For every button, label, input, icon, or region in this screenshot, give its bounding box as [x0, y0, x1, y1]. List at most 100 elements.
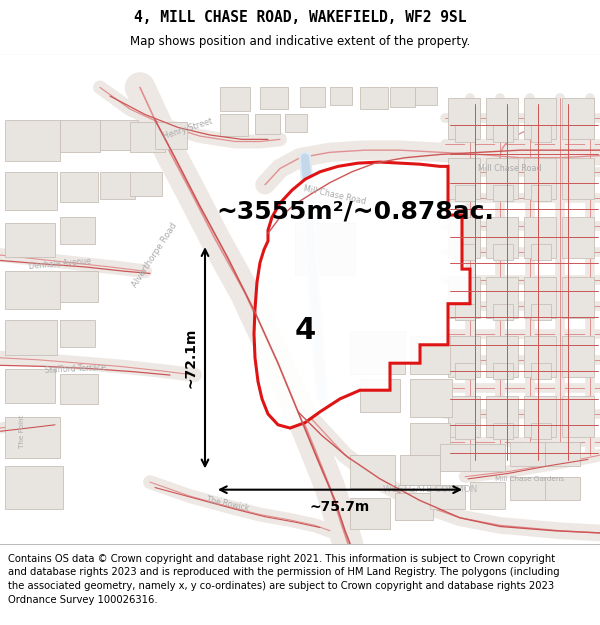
Text: Stafford Terrace: Stafford Terrace — [44, 362, 106, 374]
Bar — [395, 493, 433, 520]
Bar — [448, 217, 480, 258]
Bar — [60, 271, 98, 301]
Bar — [60, 320, 95, 347]
Bar — [470, 482, 505, 509]
Text: WESTGATE COMMON: WESTGATE COMMON — [383, 485, 477, 494]
Bar — [524, 336, 556, 377]
Bar — [545, 442, 580, 466]
Bar — [524, 158, 556, 199]
Bar — [285, 114, 307, 132]
Bar — [350, 498, 390, 529]
Bar — [562, 336, 594, 377]
Text: Denhale Avenue: Denhale Avenue — [28, 256, 92, 271]
Polygon shape — [254, 162, 470, 428]
Bar — [562, 396, 594, 437]
Bar — [524, 98, 556, 139]
Bar — [524, 277, 556, 318]
Bar — [130, 172, 162, 196]
Text: Mill Chase Gardens: Mill Chase Gardens — [496, 476, 565, 482]
Bar — [255, 114, 280, 134]
Bar — [524, 396, 556, 437]
Bar — [390, 88, 415, 107]
Bar — [531, 363, 551, 379]
Text: Mill Chase Road: Mill Chase Road — [303, 184, 367, 207]
Bar — [493, 422, 513, 439]
Bar — [5, 222, 55, 258]
Bar — [562, 217, 594, 258]
Bar — [5, 466, 63, 509]
Bar — [531, 304, 551, 320]
Bar — [60, 120, 100, 152]
Bar — [493, 125, 513, 141]
Bar — [562, 158, 594, 199]
Bar — [260, 88, 288, 109]
Bar — [531, 422, 551, 439]
Bar — [130, 122, 165, 152]
Bar — [360, 88, 388, 109]
Bar — [5, 271, 60, 309]
Bar — [220, 114, 248, 136]
Bar — [493, 304, 513, 320]
Bar — [60, 217, 95, 244]
Bar — [448, 277, 480, 318]
Bar — [455, 125, 475, 141]
Bar — [5, 120, 60, 161]
Bar — [220, 88, 250, 111]
Bar — [524, 217, 556, 258]
Bar — [410, 379, 452, 418]
Bar — [295, 222, 355, 274]
Bar — [100, 172, 135, 199]
Text: Henry Street: Henry Street — [162, 116, 214, 141]
Bar — [486, 217, 518, 258]
Bar — [350, 455, 395, 488]
Bar — [486, 277, 518, 318]
Text: ~72.1m: ~72.1m — [183, 328, 197, 388]
Bar — [510, 442, 545, 466]
Bar — [155, 122, 187, 149]
Bar — [350, 331, 405, 374]
Bar — [415, 88, 437, 105]
Bar — [455, 244, 475, 261]
Bar — [440, 444, 475, 471]
Bar — [448, 158, 480, 199]
Bar — [300, 88, 325, 107]
Bar — [60, 374, 98, 404]
Bar — [562, 277, 594, 318]
Bar — [400, 455, 440, 486]
Bar — [5, 320, 57, 354]
Bar — [493, 185, 513, 201]
Text: The Point: The Point — [19, 414, 25, 448]
Bar — [60, 172, 98, 202]
Bar — [5, 418, 60, 458]
Bar — [330, 88, 352, 105]
Text: Contains OS data © Crown copyright and database right 2021. This information is : Contains OS data © Crown copyright and d… — [8, 554, 560, 604]
Bar — [455, 185, 475, 201]
Bar — [5, 172, 57, 209]
Bar — [5, 369, 55, 403]
Bar — [410, 422, 450, 455]
Bar — [455, 304, 475, 320]
Text: ~3555m²/~0.878ac.: ~3555m²/~0.878ac. — [216, 200, 494, 224]
Bar — [493, 244, 513, 261]
Bar — [486, 158, 518, 199]
Text: ~75.7m: ~75.7m — [310, 501, 370, 514]
Text: The Rowick: The Rowick — [206, 495, 250, 512]
Text: Mill Chase Road: Mill Chase Road — [478, 164, 542, 173]
Bar — [486, 98, 518, 139]
Bar — [100, 120, 138, 150]
Bar — [455, 363, 475, 379]
Text: 4, MILL CHASE ROAD, WAKEFIELD, WF2 9SL: 4, MILL CHASE ROAD, WAKEFIELD, WF2 9SL — [134, 9, 466, 24]
Bar — [470, 444, 505, 471]
Bar — [360, 379, 400, 412]
Bar — [510, 477, 545, 501]
Bar — [448, 336, 480, 377]
Bar — [562, 98, 594, 139]
Bar — [531, 125, 551, 141]
Text: Map shows position and indicative extent of the property.: Map shows position and indicative extent… — [130, 34, 470, 48]
Bar — [531, 244, 551, 261]
Bar — [486, 396, 518, 437]
Text: Alverthorpe Road: Alverthorpe Road — [131, 221, 179, 289]
Bar — [531, 185, 551, 201]
Bar — [410, 336, 450, 374]
Bar — [486, 336, 518, 377]
